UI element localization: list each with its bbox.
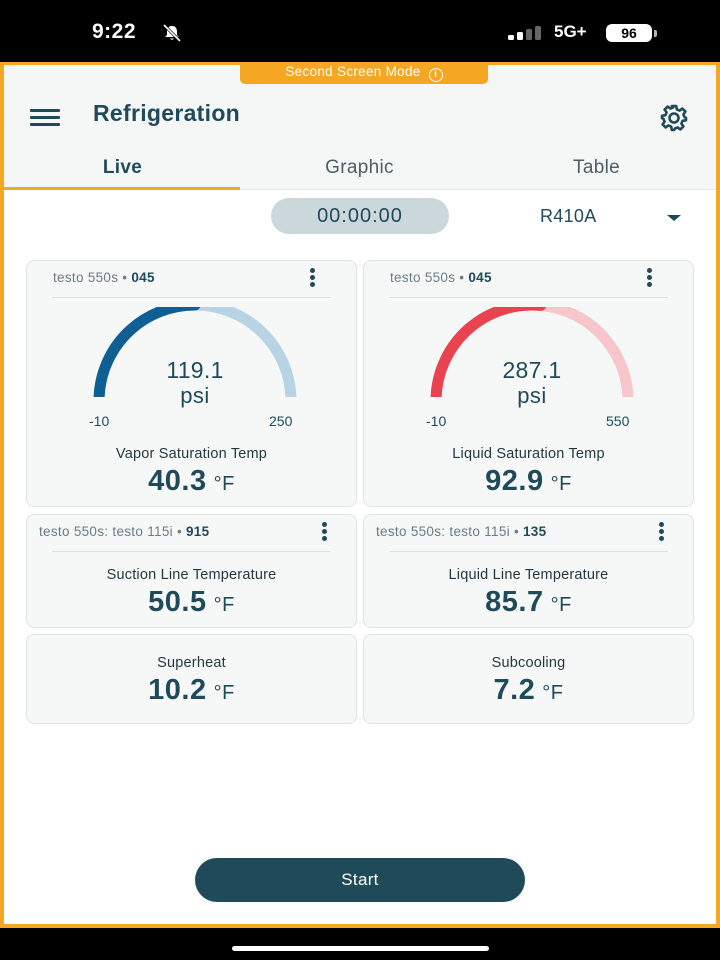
gauge-unit: psi bbox=[517, 383, 547, 408]
metric-value: 92.9 °F bbox=[485, 465, 572, 497]
card-header: testo 550s • 045 bbox=[364, 261, 693, 301]
metric-value: 10.2 °F bbox=[148, 674, 235, 706]
probe-card-suction: testo 550s: testo 115i • 915 Suction Line … bbox=[26, 514, 357, 628]
superheat-card: Superheat 10.2 °F bbox=[26, 634, 357, 724]
battery-tip bbox=[654, 30, 657, 37]
status-bar: 9:22 5G+ 96 bbox=[0, 0, 720, 62]
bell-muted-icon bbox=[162, 24, 182, 42]
hamburger-menu-icon[interactable] bbox=[30, 109, 62, 127]
gauge-fill bbox=[93, 307, 201, 397]
subcooling-card: Subcooling 7.2 °F bbox=[363, 634, 694, 724]
battery-icon: 96 bbox=[606, 24, 652, 42]
kebab-menu-icon[interactable] bbox=[308, 268, 316, 290]
pressure-gauge bbox=[430, 307, 634, 397]
tab-graphic[interactable]: Graphic bbox=[325, 157, 394, 178]
kebab-menu-icon[interactable] bbox=[645, 268, 653, 290]
network-type: 5G+ bbox=[554, 22, 587, 41]
metric-value: 7.2 °F bbox=[493, 674, 564, 706]
pressure-gauge bbox=[93, 307, 297, 397]
metric-label: Subcooling bbox=[491, 655, 566, 671]
metric-value: 40.3 °F bbox=[148, 465, 235, 497]
gauge-unit: psi bbox=[180, 383, 210, 408]
gauge-max: 250 bbox=[269, 413, 293, 429]
card-divider bbox=[52, 551, 331, 552]
metric-label: Vapor Saturation Temp bbox=[115, 446, 268, 462]
card-source: testo 550s: testo 115i • 135 bbox=[376, 524, 547, 539]
gauge-card-liquid: testo 550s • 045 287.1 psi -10 550 Liquid … bbox=[363, 260, 694, 507]
kebab-menu-icon[interactable] bbox=[320, 522, 328, 544]
gauge-min: -10 bbox=[89, 413, 110, 429]
gauge-max: 550 bbox=[606, 413, 630, 429]
tab-bar: Live Graphic Table bbox=[4, 149, 716, 190]
metric-label: Liquid Saturation Temp bbox=[452, 446, 605, 462]
gauge-value: 287.1 bbox=[502, 357, 562, 383]
metric-label: Liquid Line Temperature bbox=[448, 567, 609, 583]
gauge-card-vapor: testo 550s • 045 119.1 psi -10 250 Vapor S… bbox=[26, 260, 357, 507]
status-time: 9:22 bbox=[92, 20, 137, 43]
app-frame: Refrigeration Live Graphic Table Second … bbox=[0, 62, 720, 928]
card-header: testo 550s • 045 bbox=[27, 261, 356, 301]
metric-value: 85.7 °F bbox=[485, 586, 572, 618]
card-source: testo 550s: testo 115i • 915 bbox=[39, 524, 210, 539]
home-indicator[interactable] bbox=[232, 946, 489, 951]
app-header: Refrigeration Live Graphic Table bbox=[4, 65, 716, 190]
signal-icon bbox=[508, 26, 544, 40]
second-screen-label: Second Screen Mode bbox=[285, 64, 421, 79]
card-divider bbox=[52, 297, 331, 298]
card-source: testo 550s • 045 bbox=[53, 270, 155, 285]
card-divider bbox=[389, 551, 668, 552]
chevron-down-icon[interactable] bbox=[667, 215, 681, 221]
start-button[interactable]: Start bbox=[195, 858, 525, 902]
second-screen-banner[interactable]: Second Screen Mode i bbox=[240, 62, 488, 84]
timer-display: 00:00:00 bbox=[271, 198, 449, 234]
probe-card-liquid-line: testo 550s: testo 115i • 135 Liquid Line T… bbox=[363, 514, 694, 628]
gauge-min: -10 bbox=[426, 413, 447, 429]
kebab-menu-icon[interactable] bbox=[657, 522, 665, 544]
page-title: Refrigeration bbox=[93, 100, 241, 126]
gear-icon[interactable] bbox=[658, 102, 690, 134]
info-icon[interactable]: i bbox=[428, 68, 443, 82]
metric-value: 50.5 °F bbox=[148, 586, 235, 618]
tab-divider bbox=[240, 189, 716, 190]
card-divider bbox=[389, 297, 668, 298]
gauge-fill bbox=[430, 307, 547, 397]
gauge-value: 119.1 bbox=[166, 357, 224, 383]
tab-live[interactable]: Live bbox=[4, 149, 241, 190]
refrigerant-select[interactable]: R410A bbox=[540, 206, 597, 226]
card-source: testo 550s • 045 bbox=[390, 270, 492, 285]
metric-label: Suction Line Temperature bbox=[106, 567, 277, 583]
metric-label: Superheat bbox=[157, 655, 226, 671]
bottom-bar bbox=[0, 928, 720, 960]
tab-table[interactable]: Table bbox=[573, 157, 620, 178]
